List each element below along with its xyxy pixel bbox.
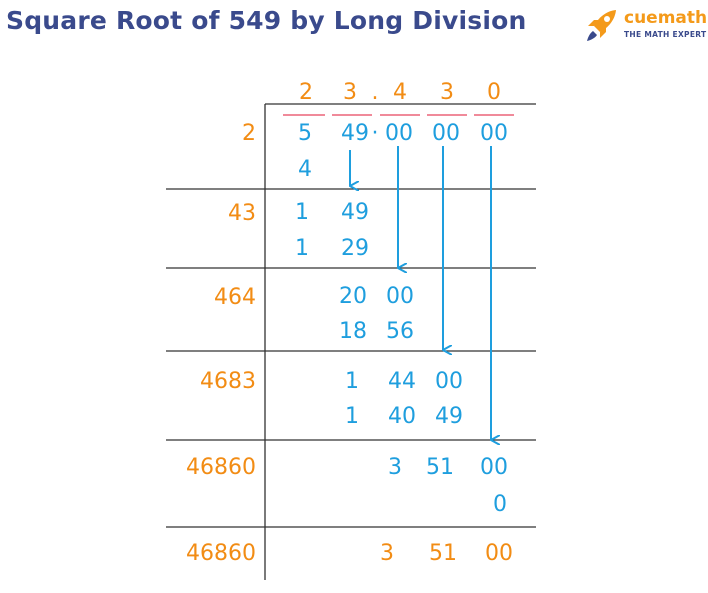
page-title: Square Root of 549 by Long Division — [6, 6, 527, 35]
subtrahend: 49 — [435, 404, 463, 429]
partial-dividend: 00 — [480, 455, 508, 480]
quotient-digit: 3 — [343, 80, 357, 105]
subtrahend: 18 — [339, 319, 367, 344]
step-3: 20 00 18 56 — [339, 284, 414, 344]
quotient-digit: 4 — [393, 80, 407, 105]
divisor: 46860 — [186, 455, 256, 480]
dividend-decimal-point: · — [372, 121, 379, 146]
rocket-icon — [587, 10, 616, 41]
logo-brand: cuemath — [624, 8, 708, 28]
subtrahend: 4 — [298, 157, 312, 182]
quotient-decimal-point: . — [372, 80, 379, 105]
remainder-row: 3 51 00 — [380, 541, 513, 566]
step-5: 3 51 00 0 — [388, 455, 508, 517]
dividend-group: 00 — [385, 121, 413, 146]
dividend-group: 5 — [298, 121, 312, 146]
remainder: 3 — [380, 541, 394, 566]
subtrahend: 29 — [341, 236, 369, 261]
quotient-digit: 2 — [299, 80, 313, 105]
subtrahend: 1 — [345, 404, 359, 429]
dividend: 5 49 · 00 00 00 — [298, 121, 508, 146]
divisors: 2 43 464 4683 46860 46860 — [186, 121, 256, 566]
divisor: 464 — [214, 285, 256, 310]
subtrahend: 1 — [295, 236, 309, 261]
partial-dividend: 1 — [345, 369, 359, 394]
logo-tagline: THE MATH EXPERT — [624, 30, 707, 39]
subtrahend: 40 — [388, 404, 416, 429]
dividend-group: 00 — [480, 121, 508, 146]
step-2: 1 49 1 29 — [295, 200, 369, 261]
bring-down-arrows — [349, 146, 491, 440]
quotient-digit: 0 — [487, 80, 501, 105]
step-4: 1 44 00 1 40 49 — [345, 369, 463, 429]
dividend-group: 49 — [341, 121, 369, 146]
quotient: 2 3 . 4 3 0 — [299, 80, 501, 105]
partial-dividend: 49 — [341, 200, 369, 225]
cuemath-logo: cuemath THE MATH EXPERT — [582, 6, 707, 46]
step-1: 4 — [298, 157, 312, 182]
divisor: 46860 — [186, 541, 256, 566]
partial-dividend: 00 — [386, 284, 414, 309]
partial-dividend: 3 — [388, 455, 402, 480]
partial-dividend: 51 — [426, 455, 454, 480]
partial-dividend: 1 — [295, 200, 309, 225]
remainder: 51 — [429, 541, 457, 566]
remainder: 00 — [485, 541, 513, 566]
partial-dividend: 44 — [388, 369, 416, 394]
subtrahend: 56 — [386, 319, 414, 344]
divisor: 2 — [242, 121, 256, 146]
divisor: 43 — [228, 201, 256, 226]
partial-dividend: 20 — [339, 284, 367, 309]
dividend-group: 00 — [432, 121, 460, 146]
quotient-digit: 3 — [440, 80, 454, 105]
divisor: 4683 — [200, 369, 256, 394]
partial-dividend: 00 — [435, 369, 463, 394]
subtrahend: 0 — [493, 492, 507, 517]
